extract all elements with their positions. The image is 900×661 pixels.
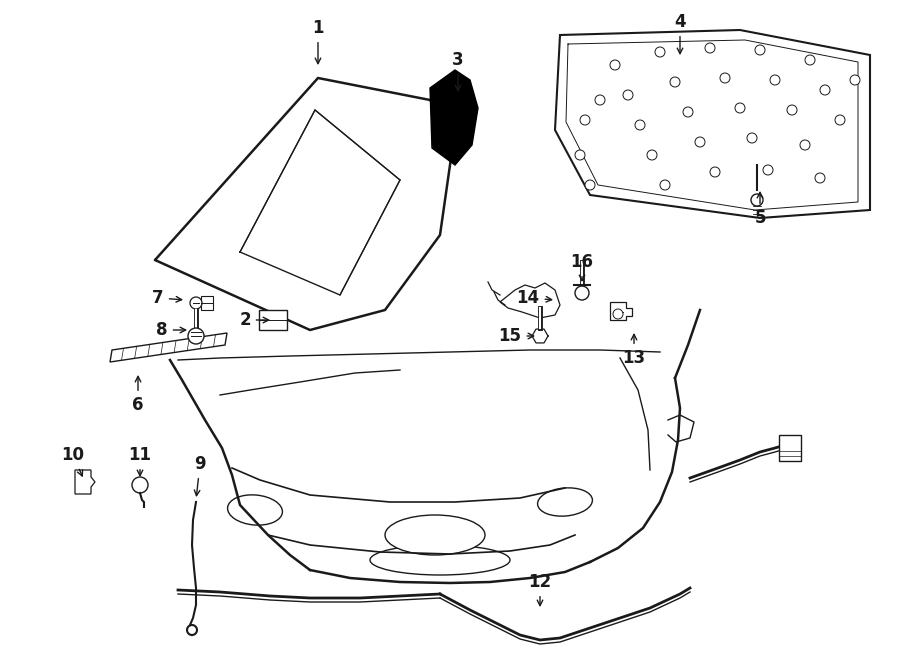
Circle shape <box>735 103 745 113</box>
Text: 4: 4 <box>674 13 686 54</box>
Circle shape <box>190 297 202 309</box>
Polygon shape <box>110 333 227 362</box>
Text: 11: 11 <box>129 446 151 476</box>
Text: 16: 16 <box>571 253 593 281</box>
Text: 2: 2 <box>239 311 269 329</box>
Circle shape <box>580 115 590 125</box>
Text: 5: 5 <box>754 192 766 227</box>
Circle shape <box>660 180 670 190</box>
Text: 9: 9 <box>194 455 206 496</box>
Polygon shape <box>500 283 560 318</box>
Circle shape <box>755 45 765 55</box>
Circle shape <box>787 105 797 115</box>
Circle shape <box>720 73 730 83</box>
Circle shape <box>585 180 595 190</box>
Circle shape <box>835 115 845 125</box>
Bar <box>259 310 287 330</box>
Circle shape <box>800 140 810 150</box>
Text: 10: 10 <box>61 446 85 476</box>
Circle shape <box>751 194 763 206</box>
Circle shape <box>850 75 860 85</box>
Circle shape <box>595 95 605 105</box>
Circle shape <box>623 90 633 100</box>
Bar <box>779 435 801 461</box>
Text: 15: 15 <box>499 327 534 345</box>
Circle shape <box>635 120 645 130</box>
Circle shape <box>683 107 693 117</box>
Circle shape <box>747 133 757 143</box>
Polygon shape <box>555 30 870 218</box>
Circle shape <box>670 77 680 87</box>
Ellipse shape <box>537 488 592 516</box>
Circle shape <box>132 477 148 493</box>
Bar <box>201 296 213 310</box>
Circle shape <box>188 328 204 344</box>
Text: 13: 13 <box>623 334 645 367</box>
Text: 7: 7 <box>152 289 182 307</box>
Circle shape <box>610 60 620 70</box>
Text: 8: 8 <box>157 321 185 339</box>
Circle shape <box>763 165 773 175</box>
Polygon shape <box>430 70 478 165</box>
Ellipse shape <box>385 515 485 555</box>
Circle shape <box>805 55 815 65</box>
Text: 6: 6 <box>132 376 144 414</box>
Circle shape <box>710 167 720 177</box>
Text: 12: 12 <box>528 573 552 605</box>
Ellipse shape <box>228 495 283 525</box>
Polygon shape <box>75 470 95 494</box>
Text: 1: 1 <box>312 19 324 63</box>
Circle shape <box>655 47 665 57</box>
Circle shape <box>770 75 780 85</box>
Circle shape <box>613 309 623 319</box>
Text: 3: 3 <box>452 51 464 91</box>
Polygon shape <box>610 302 632 320</box>
Circle shape <box>705 43 715 53</box>
Text: 14: 14 <box>517 289 552 307</box>
Ellipse shape <box>370 545 510 575</box>
Circle shape <box>695 137 705 147</box>
Circle shape <box>575 150 585 160</box>
Circle shape <box>815 173 825 183</box>
Circle shape <box>820 85 830 95</box>
Circle shape <box>575 286 589 300</box>
Circle shape <box>647 150 657 160</box>
